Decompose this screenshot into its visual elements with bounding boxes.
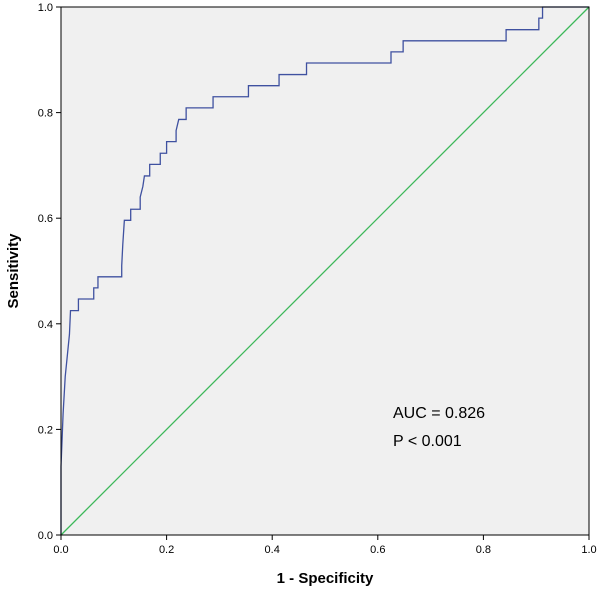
y-axis-title: Sensitivity: [5, 233, 22, 309]
y-tick-label: 0.6: [38, 213, 53, 225]
x-tick-label: 0.8: [476, 544, 491, 556]
p-value-annotation: P < 0.001: [393, 433, 462, 450]
series-layer: [60, 6, 590, 536]
x-tick-label: 1.0: [581, 544, 596, 556]
x-axis-title: 1 - Specificity: [277, 570, 374, 587]
auc-annotation: AUC = 0.826: [393, 405, 485, 422]
y-axis: 0.0 0.2 0.4 0.6 0.8 1.0: [38, 2, 61, 542]
x-tick-label: 0.6: [370, 544, 385, 556]
roc-curve: [60, 6, 589, 535]
x-tick-label: 0.2: [159, 544, 174, 556]
y-tick-label: 0.2: [38, 424, 53, 436]
y-tick-label: 1.0: [38, 2, 53, 14]
x-axis: 0.0 0.2 0.4 0.6 0.8 1.0: [53, 535, 597, 556]
reference-line: [60, 6, 590, 536]
y-tick-label: 0.8: [38, 108, 53, 120]
plot-frame: [60, 6, 590, 536]
x-tick-label: 0.4: [265, 544, 280, 556]
y-tick-label: 0.0: [38, 530, 53, 542]
x-tick-label: 0.0: [53, 544, 68, 556]
y-tick-label: 0.4: [38, 319, 53, 331]
